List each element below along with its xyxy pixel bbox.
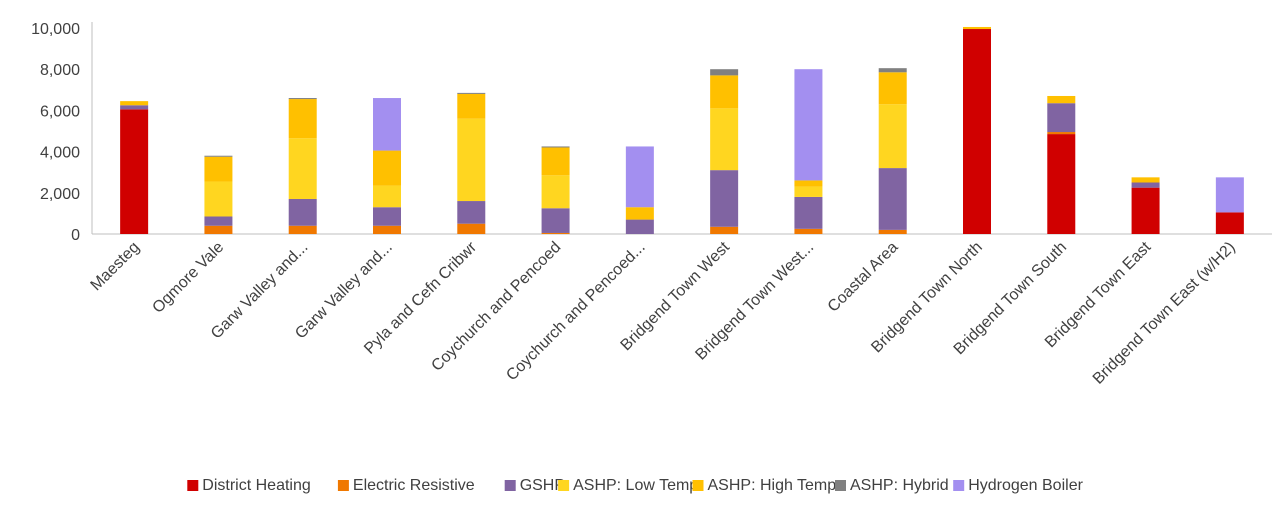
bar-segment-district-heating [120,109,149,234]
bar-segment-electric-resistive [373,225,401,234]
bar-segment-ashp-low-temp [457,118,486,202]
bar-segment-district-heating [1131,187,1160,234]
legend-label-ashp-low-temp: ASHP: Low Temp [573,477,698,494]
bar-segment-ashp-high-temp [878,72,907,105]
bar-segment-gshp [878,168,907,230]
x-category-label: Coychurch and Pencoed... [503,239,648,384]
bar-segment-electric-resistive [288,225,317,234]
y-tick-label: 2,000 [40,186,80,203]
bar-segment-hydrogen-boiler [794,69,823,181]
x-category-label: Bridgend Town East (w/H2) [1090,239,1239,388]
bar-segment-gshp [1047,103,1076,133]
legend-swatch-electric-resistive [337,480,349,491]
bar-segment-gshp [794,196,823,229]
y-axis-labels: 0 2,000 4,000 6,000 8,000 10,000 [31,21,80,244]
bar-segment-ashp-low-temp [541,175,570,209]
bar-segment-ashp-high-temp [963,26,991,30]
bar-segment-ashp-hybrid [878,68,907,73]
y-tick-label: 10,000 [31,21,80,38]
bar-segment-ashp-hybrid [288,98,317,100]
bar-segment-district-heating [1047,134,1076,234]
legend-swatch-district-heating [187,480,199,491]
axes [91,22,1272,235]
bar-segment-ashp-hybrid [457,92,486,94]
bar-segment-ashp-high-temp [541,147,570,176]
y-tick-label: 0 [71,227,80,244]
bar-segment-ashp-hybrid [541,146,570,148]
bar-segment-gshp [373,207,401,226]
bar-segment-ashp-low-temp [878,104,907,169]
bar-segment-hydrogen-boiler [625,146,654,208]
bar-segment-ashp-high-temp [1047,95,1076,104]
bar-segment-gshp [120,105,149,110]
bar-segment-electric-resistive [1047,132,1076,135]
bar-segment-ashp-low-temp [288,138,317,199]
bar-segment-ashp-high-temp [1131,177,1160,183]
bar-segment-ashp-high-temp [120,101,149,106]
bar-segment-electric-resistive [541,232,570,234]
legend: District Heating Electric Resistive GSHP AS… [187,477,1084,494]
bar-segment-gshp [457,201,486,224]
bar-segment-ashp-low-temp [204,181,233,217]
legend-label-district-heating: District Heating [202,477,310,494]
y-tick-label: 4,000 [40,145,80,162]
bar-segment-ashp-hybrid [710,69,739,76]
bar-segment-gshp [541,208,570,233]
bar-segment-gshp [710,170,739,227]
bar-segment-electric-resistive [710,226,739,234]
x-category-label: Maesteg [88,239,143,294]
bar-segment-gshp [288,198,317,226]
legend-swatch-ashp-low-temp [558,480,570,491]
legend-label-electric-resistive: Electric Resistive [353,477,475,494]
bar-segment-ashp-high-temp [625,207,654,220]
bars [120,26,1244,235]
x-category-label: Ogmore Vale [149,239,227,317]
legend-swatch-ashp-high-temp [692,480,704,491]
legend-label-ashp-high-temp: ASHP: High Temp [708,477,837,494]
bar-segment-ashp-high-temp [373,150,401,186]
y-tick-label: 6,000 [40,103,80,120]
x-category-label: Coastal Area [825,239,902,316]
bar-segment-ashp-high-temp [457,93,486,119]
bar-segment-ashp-low-temp [794,186,823,197]
legend-label-gshp: GSHP [520,477,565,494]
bar-segment-electric-resistive [794,228,823,234]
bar-segment-gshp [204,216,233,226]
bar-segment-ashp-high-temp [204,156,233,182]
bar-segment-ashp-low-temp [373,185,401,208]
bar-segment-ashp-high-temp [710,75,739,109]
bar-segment-ashp-hybrid [204,155,233,157]
bar-segment-district-heating [1215,212,1244,234]
bar-segment-ashp-high-temp [794,180,823,187]
bar-segment-hydrogen-boiler [373,98,401,151]
legend-swatch-gshp [504,480,516,491]
legend-swatch-ashp-hybrid [835,480,846,491]
bar-segment-ashp-low-temp [710,108,739,171]
legend-label-ashp-hybrid: ASHP: Hybrid [850,477,949,494]
legend-label-hydrogen-boiler: Hydrogen Boiler [968,477,1083,494]
bar-segment-ashp-high-temp [288,99,317,139]
bar-segment-electric-resistive [878,229,907,234]
bar-segment-gshp [1131,182,1160,188]
bar-segment-hydrogen-boiler [1215,177,1244,213]
legend-swatch-hydrogen-boiler [953,480,965,491]
bar-segment-gshp [625,219,654,234]
y-tick-label: 8,000 [40,62,80,79]
bar-segment-district-heating [963,29,991,235]
bar-segment-electric-resistive [204,225,233,234]
bar-segment-electric-resistive [457,223,486,234]
